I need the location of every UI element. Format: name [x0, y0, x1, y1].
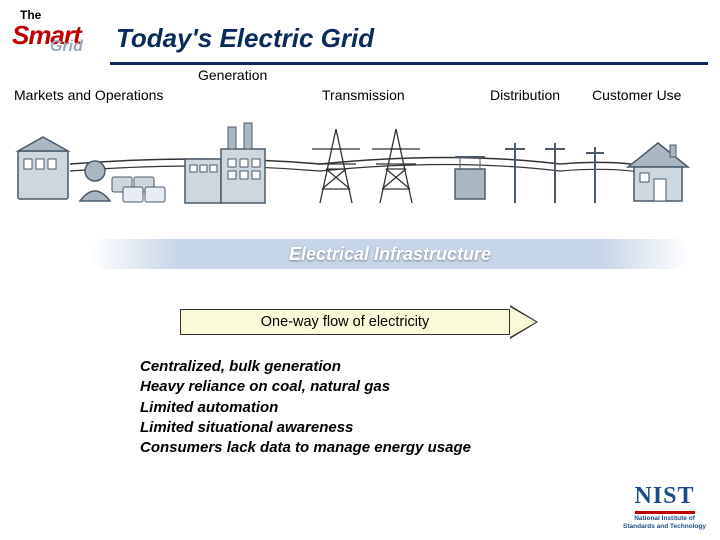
slide-title: Today's Electric Grid — [116, 13, 374, 54]
nist-subtitle-1: National Institute of — [623, 515, 706, 522]
stage-label-transmission: Transmission — [322, 87, 405, 103]
nist-logo: NIST National Institute of Standards and… — [623, 483, 706, 530]
transmission-icon — [312, 129, 420, 203]
flow-arrow: One-way flow of electricity — [180, 309, 540, 337]
stage-label-generation: Generation — [198, 67, 267, 83]
infrastructure-banner: Electrical Infrastructure — [90, 239, 690, 269]
stage-labels-row: Markets and Operations Generation Transm… — [0, 65, 720, 109]
grid-diagram-svg — [0, 109, 720, 239]
grid-diagram — [0, 109, 720, 239]
flow-arrow-head-icon — [510, 305, 538, 339]
list-item: Centralized, bulk generation — [140, 357, 720, 377]
markets-icon — [18, 137, 165, 202]
nist-mark: NIST — [635, 483, 695, 514]
infrastructure-banner-text: Electrical Infrastructure — [90, 239, 690, 269]
flow-arrow-label: One-way flow of electricity — [180, 309, 510, 335]
list-item: Limited automation — [140, 398, 720, 418]
list-item: Consumers lack data to manage energy usa… — [140, 438, 720, 458]
logo-word-grid: Grid — [50, 38, 83, 56]
stage-label-markets: Markets and Operations — [14, 87, 163, 103]
slide-header: The Smart Grid Today's Electric Grid — [0, 0, 720, 58]
stage-label-distribution: Distribution — [490, 87, 560, 103]
list-item: Limited situational awareness — [140, 418, 720, 438]
characteristics-list: Centralized, bulk generation Heavy relia… — [140, 357, 720, 458]
smart-grid-logo: The Smart Grid — [12, 8, 102, 58]
distribution-icon — [455, 143, 604, 203]
generation-icon — [185, 123, 265, 203]
list-item: Heavy reliance on coal, natural gas — [140, 377, 720, 397]
nist-subtitle-2: Standards and Technology — [623, 523, 706, 530]
stage-label-customer: Customer Use — [592, 87, 681, 103]
customer-icon — [628, 143, 688, 201]
